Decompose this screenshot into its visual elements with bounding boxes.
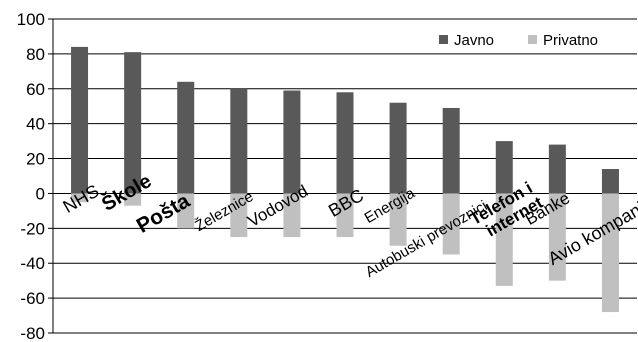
y-tick-label: 0 <box>36 184 45 203</box>
bar-privatno-2 <box>177 193 195 229</box>
y-tick-label: -40 <box>20 254 45 273</box>
legend-swatch <box>528 35 537 44</box>
bar-privatno-10 <box>601 193 619 313</box>
bar-javno-2 <box>177 81 195 194</box>
legend-label: Privatno <box>543 32 598 49</box>
bar-privatno-4 <box>283 193 301 238</box>
bar-javno-3 <box>230 88 248 194</box>
bar-javno-10 <box>601 169 619 194</box>
y-tick-label: -60 <box>20 289 45 308</box>
y-tick-labels: -80 -60 -40 -20 0 20 40 60 80 100 <box>17 10 45 342</box>
y-tick-label: -20 <box>20 219 45 238</box>
bar-privatno-0 <box>71 193 89 203</box>
bar-javno-0 <box>71 46 89 194</box>
bar-privatno-5 <box>336 193 354 238</box>
category-label: Vodovod <box>244 181 311 231</box>
bar-privatno-6 <box>389 193 407 246</box>
bar-privatno-1 <box>124 193 142 206</box>
y-tick-label: 80 <box>26 45 45 64</box>
axes <box>48 18 54 334</box>
bar-privatno-8 <box>495 193 513 286</box>
legend-label: Javno <box>454 32 494 49</box>
bar-javno-8 <box>495 141 513 194</box>
y-tick-label: 20 <box>26 150 45 169</box>
bar-javno-4 <box>283 90 301 194</box>
bar-privatno-9 <box>548 193 566 281</box>
y-tick-label: 100 <box>17 10 45 29</box>
y-tick-label: -80 <box>20 324 45 342</box>
bar-javno-5 <box>336 92 354 194</box>
bar-privatno-7 <box>442 193 460 255</box>
bar-javno-6 <box>389 102 407 194</box>
legend: Javno Privatno <box>439 32 598 49</box>
bar-privatno-3 <box>230 193 248 238</box>
legend-swatch <box>439 35 448 44</box>
y-tick-label: 40 <box>26 115 45 134</box>
bars <box>71 46 619 313</box>
bar-javno-1 <box>124 52 142 194</box>
y-tick-label: 60 <box>26 80 45 99</box>
bar-javno-9 <box>548 144 566 194</box>
bar-javno-7 <box>442 107 460 194</box>
